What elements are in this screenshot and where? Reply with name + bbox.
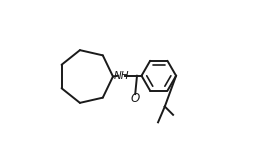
Text: O: O bbox=[131, 92, 140, 105]
Text: NH: NH bbox=[113, 71, 129, 81]
